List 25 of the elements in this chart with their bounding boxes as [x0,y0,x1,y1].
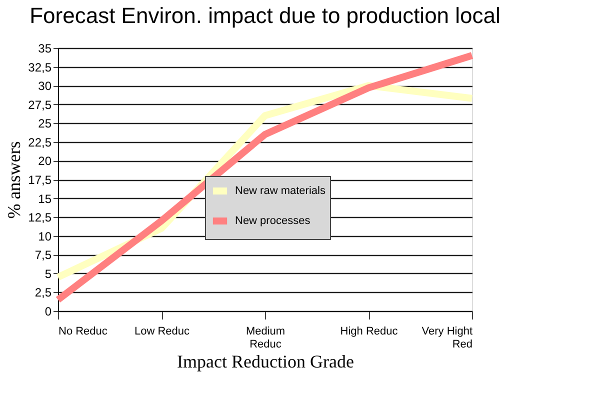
y-tick-label: 17,5 [28,173,52,187]
y-tick-label: 30 [38,79,52,94]
y-tick-label: 27,5 [28,98,52,112]
legend-label: New raw materials [235,185,326,197]
chart-title: Forecast Environ. impact due to production local [30,3,500,28]
y-tick-label: 0 [44,304,52,318]
y-tick-label: 2,5 [34,286,52,300]
y-tick-label: 25 [38,116,52,131]
x-tick-label: Low Reduc [134,326,190,338]
y-tick-label: 35 [38,42,52,56]
y-tick-label: 20 [38,154,52,168]
y-tick-label: 32,5 [28,60,52,74]
y-tick-label: 15 [38,192,52,206]
y-tick-label: 7,5 [34,248,52,262]
y-tick-label: 10 [38,229,52,244]
x-tick-label: No Reduc [58,326,108,338]
y-tick-label: 12,5 [28,210,52,225]
x-tick-label: High Reduc [340,326,398,338]
x-tick-label: Very Hight Red [422,326,472,350]
legend-label: New processes [235,215,311,227]
y-tick-label: 22,5 [28,135,52,150]
y-axis-title: % answers [4,141,24,219]
x-axis-title: Impact Reduction Grade [177,352,354,372]
y-tick-label: 5 [44,266,52,281]
x-tick-label: Medium Reduc [246,326,286,350]
